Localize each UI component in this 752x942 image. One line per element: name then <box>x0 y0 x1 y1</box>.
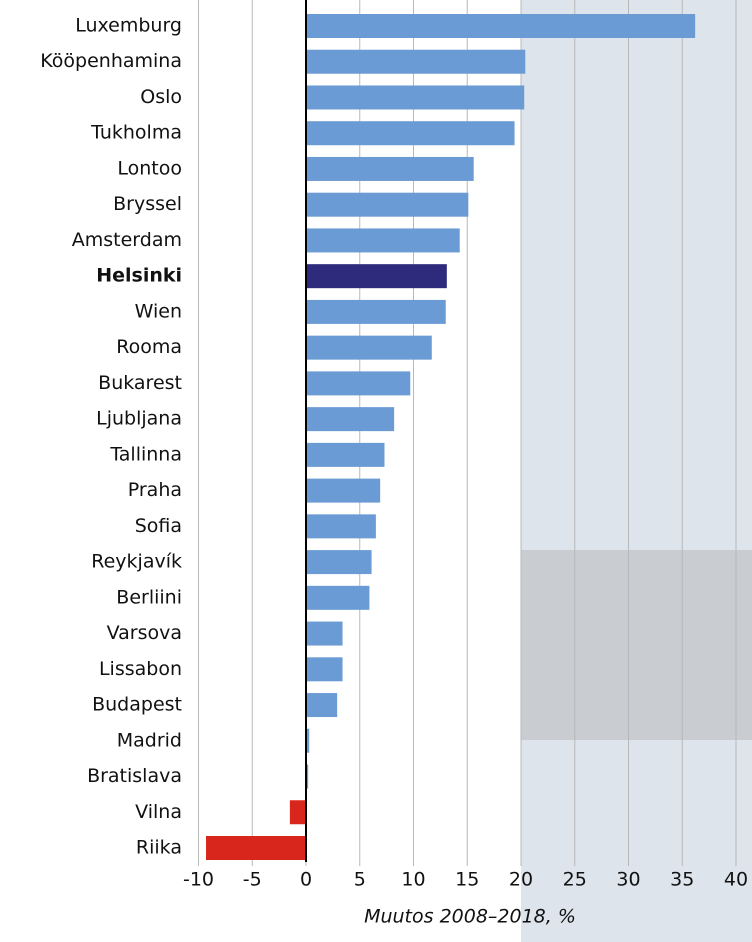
x-tick-label: 40 <box>724 869 748 891</box>
y-tick-label: Riika <box>136 837 182 859</box>
y-tick-label: Praha <box>128 479 182 501</box>
x-tick-label: 0 <box>300 869 312 891</box>
background-photo-building <box>521 550 752 740</box>
bar <box>306 550 372 574</box>
bar <box>306 264 447 288</box>
bar <box>306 371 410 395</box>
bar <box>306 479 380 503</box>
y-tick-label: Varsova <box>107 622 182 644</box>
bar <box>306 14 695 38</box>
bar <box>306 693 337 717</box>
y-tick-label: Ljubljana <box>96 408 182 430</box>
x-tick-label: 35 <box>670 869 694 891</box>
y-tick-label: Reykjavík <box>91 551 182 573</box>
y-tick-label: Lontoo <box>117 157 182 179</box>
y-tick-label: Wien <box>135 300 182 322</box>
bar <box>306 407 394 431</box>
bar <box>290 800 306 824</box>
bar <box>306 300 446 324</box>
bar <box>306 157 474 181</box>
x-tick-label: 30 <box>616 869 640 891</box>
bar <box>306 586 369 610</box>
y-tick-label: Sofia <box>135 515 182 537</box>
y-tick-label: Helsinki <box>96 265 182 287</box>
x-tick-label: -10 <box>183 869 214 891</box>
bar <box>306 50 525 74</box>
bar <box>306 657 343 681</box>
y-tick-label: Lissabon <box>99 658 182 680</box>
chart: Muutos 2008–2018, % -10 -5 0 5 10 15 20 25 30 35 4… <box>0 0 752 942</box>
y-tick-label: Oslo <box>140 86 182 108</box>
x-tick-label: 25 <box>563 869 587 891</box>
x-tick-label: 20 <box>509 869 533 891</box>
x-tick-label: 15 <box>455 869 479 891</box>
y-tick-label: Bratislava <box>87 765 182 787</box>
bar <box>306 443 384 467</box>
x-tick-label: 5 <box>354 869 366 891</box>
bar <box>306 228 460 252</box>
y-tick-label: Amsterdam <box>72 229 182 251</box>
y-tick-label: Berliini <box>116 586 182 608</box>
y-tick-label: Bryssel <box>113 193 182 215</box>
bar <box>306 514 376 538</box>
y-tick-label: Vilna <box>135 801 182 823</box>
x-axis-label: Muutos 2008–2018, % <box>364 906 576 928</box>
y-tick-label: Tallinna <box>109 443 182 465</box>
background-photo <box>521 0 752 942</box>
bar <box>306 85 524 109</box>
y-tick-label: Kööpenhamina <box>40 50 182 72</box>
y-tick-label: Madrid <box>117 729 182 751</box>
y-tick-label: Tukholma <box>90 122 182 144</box>
y-tick-label: Bukarest <box>98 372 182 394</box>
bar <box>306 622 343 646</box>
bar <box>306 121 515 145</box>
x-tick-label: -5 <box>243 869 262 891</box>
bar <box>306 336 432 360</box>
y-tick-label: Rooma <box>116 336 182 358</box>
y-tick-label: Budapest <box>92 694 182 716</box>
bar <box>206 836 306 860</box>
x-tick-label: 10 <box>401 869 425 891</box>
y-tick-label: Luxemburg <box>75 15 182 37</box>
bar <box>306 193 468 217</box>
